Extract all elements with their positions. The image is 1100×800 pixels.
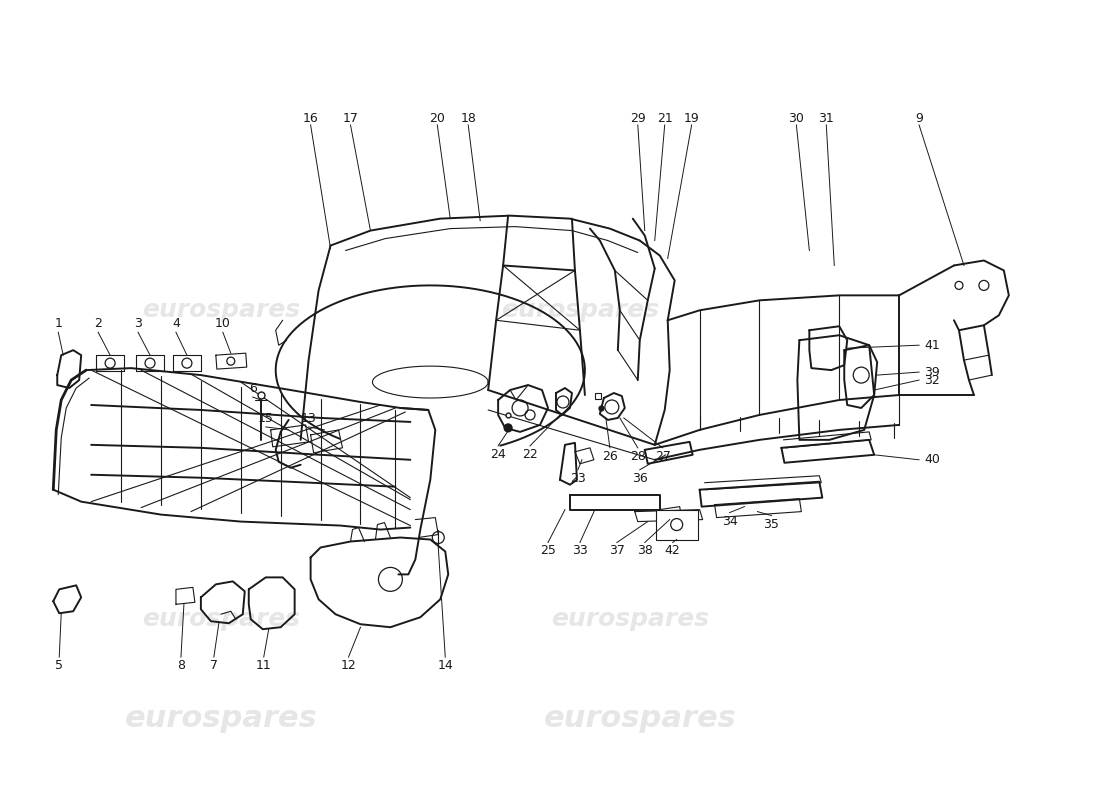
Circle shape <box>504 424 513 432</box>
Text: 10: 10 <box>214 318 231 330</box>
Text: eurospares: eurospares <box>500 298 659 322</box>
Text: 5: 5 <box>55 659 63 672</box>
Text: 28: 28 <box>630 450 646 463</box>
Text: 34: 34 <box>722 514 737 528</box>
Text: 35: 35 <box>763 518 780 530</box>
FancyBboxPatch shape <box>656 510 697 539</box>
Text: 36: 36 <box>631 472 648 485</box>
Text: 9: 9 <box>915 113 923 126</box>
Text: 24: 24 <box>491 448 506 461</box>
Text: 16: 16 <box>302 113 319 126</box>
Text: 22: 22 <box>522 448 538 461</box>
Text: 20: 20 <box>429 113 446 126</box>
Text: 11: 11 <box>256 659 272 672</box>
Text: 37: 37 <box>609 545 625 558</box>
Text: 30: 30 <box>789 113 804 126</box>
Text: 19: 19 <box>684 113 700 126</box>
Text: 1: 1 <box>54 318 63 330</box>
Text: 21: 21 <box>657 113 672 126</box>
Text: eurospares: eurospares <box>543 704 736 734</box>
Text: eurospares: eurospares <box>124 704 317 734</box>
Text: 17: 17 <box>342 113 359 126</box>
Text: eurospares: eurospares <box>142 298 300 322</box>
Text: 29: 29 <box>630 113 646 126</box>
Text: 15: 15 <box>257 412 274 425</box>
Text: 26: 26 <box>602 450 618 463</box>
Text: 38: 38 <box>637 545 652 558</box>
Text: 33: 33 <box>572 545 587 558</box>
Text: 41: 41 <box>924 338 939 352</box>
Text: 4: 4 <box>172 318 180 330</box>
Text: 14: 14 <box>438 659 453 672</box>
Text: 3: 3 <box>134 318 142 330</box>
Text: 25: 25 <box>540 545 556 558</box>
Text: 12: 12 <box>341 659 356 672</box>
Text: 2: 2 <box>95 318 102 330</box>
Text: 40: 40 <box>924 454 939 466</box>
Text: 27: 27 <box>654 450 671 463</box>
Text: 8: 8 <box>177 659 185 672</box>
Text: 6: 6 <box>249 382 256 395</box>
Text: eurospares: eurospares <box>142 607 300 631</box>
Text: 13: 13 <box>300 412 317 425</box>
Text: 42: 42 <box>664 545 681 558</box>
Text: eurospares: eurospares <box>551 607 708 631</box>
Text: 39: 39 <box>924 366 939 378</box>
Text: 7: 7 <box>210 659 218 672</box>
Text: 32: 32 <box>924 374 939 386</box>
Text: 23: 23 <box>570 472 586 485</box>
Text: 31: 31 <box>818 113 834 126</box>
Text: 18: 18 <box>460 113 476 126</box>
